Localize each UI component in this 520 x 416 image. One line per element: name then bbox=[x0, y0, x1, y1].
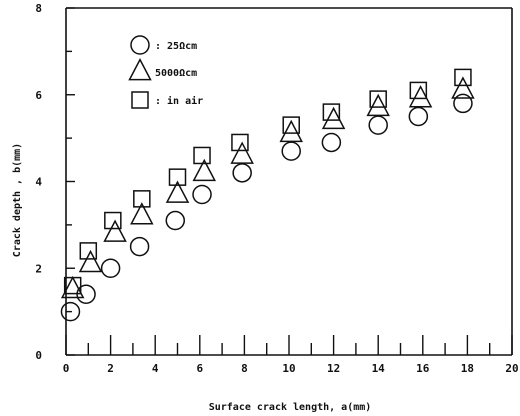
y-tick-label: 0 bbox=[35, 349, 42, 362]
y-tick-label: 4 bbox=[35, 176, 42, 189]
square-point bbox=[133, 190, 151, 208]
circle-point bbox=[408, 106, 429, 127]
square-point bbox=[63, 276, 82, 295]
square-point bbox=[104, 211, 122, 230]
triangle-point bbox=[408, 85, 433, 108]
y-tick-label: 6 bbox=[35, 89, 42, 102]
circle-point bbox=[165, 210, 186, 231]
circle-point bbox=[453, 93, 473, 114]
x-axis-label: Surface crack length, a(mm) bbox=[209, 402, 372, 413]
legend-label: : in air bbox=[155, 95, 203, 107]
triangle-point bbox=[192, 158, 217, 182]
circle-point bbox=[232, 163, 252, 183]
y-tick-label: 2 bbox=[35, 262, 42, 275]
legend-label: 5000Ωcm bbox=[155, 68, 197, 79]
triangle-point bbox=[279, 119, 303, 143]
circle-point bbox=[100, 258, 121, 278]
y-tick-label: 8 bbox=[35, 2, 42, 15]
circle-point bbox=[60, 301, 81, 322]
x-tick-label: 0 bbox=[63, 362, 70, 375]
data-markers bbox=[60, 68, 475, 322]
axes bbox=[65, 7, 513, 356]
triangle-point bbox=[230, 141, 254, 164]
triangle-point bbox=[321, 106, 346, 130]
triangle-point bbox=[103, 219, 127, 242]
square-point bbox=[369, 90, 387, 108]
triangle-point bbox=[165, 180, 190, 203]
x-tick-label: 4 bbox=[152, 362, 159, 375]
x-tick-label: 12 bbox=[327, 362, 340, 375]
square-point bbox=[168, 168, 187, 186]
legend-circle-icon bbox=[130, 35, 150, 55]
legend-triangle-icon bbox=[128, 57, 152, 81]
circle-series bbox=[60, 93, 473, 322]
x-tick-label: 16 bbox=[416, 362, 430, 375]
x-tick-label: 2 bbox=[107, 362, 114, 375]
triangle-point bbox=[451, 76, 475, 99]
x-tick-label: 10 bbox=[282, 362, 295, 375]
square-point bbox=[79, 242, 98, 260]
square-point bbox=[454, 68, 472, 87]
circle-point bbox=[368, 115, 388, 135]
circle-point bbox=[129, 236, 150, 257]
circle-point bbox=[321, 132, 342, 153]
circle-point bbox=[192, 184, 212, 205]
x-tick-label: 6 bbox=[196, 362, 203, 375]
x-tick-label: 18 bbox=[461, 362, 474, 375]
x-tick-label: 8 bbox=[241, 362, 248, 375]
square-point bbox=[282, 116, 300, 134]
square-point bbox=[193, 146, 211, 165]
legend-square-icon bbox=[131, 91, 149, 109]
square-point bbox=[409, 81, 428, 100]
x-tick-label: 14 bbox=[372, 362, 386, 375]
triangle-point bbox=[130, 202, 154, 225]
y-axis-label: Crack depth , b(mm) bbox=[12, 143, 23, 257]
square-series bbox=[63, 68, 472, 295]
circle-point bbox=[281, 141, 301, 161]
legend: : 25Ωcm 5000Ωcm : in air bbox=[128, 35, 203, 109]
square-point bbox=[231, 133, 249, 152]
legend-label: : 25Ωcm bbox=[155, 41, 197, 52]
ticks: 0 2 4 6 8 10 12 14 16 18 20 0 2 4 6 8 bbox=[35, 2, 518, 375]
x-tick-label: 20 bbox=[505, 362, 518, 375]
triangle-point bbox=[366, 93, 390, 117]
triangle-point bbox=[60, 275, 85, 299]
square-point bbox=[322, 103, 341, 121]
triangle-point bbox=[78, 249, 103, 273]
